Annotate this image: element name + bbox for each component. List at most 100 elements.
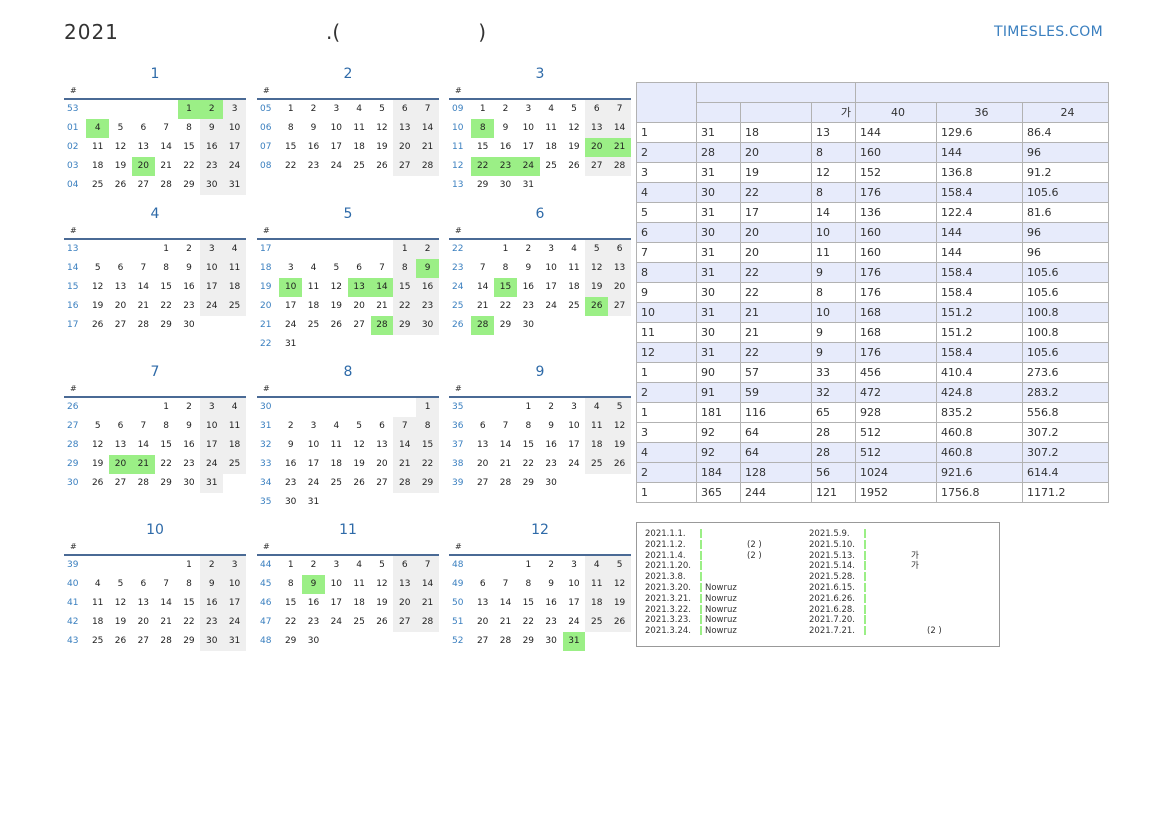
- page-title-year: 2021: [64, 20, 119, 44]
- table-row: 1 181 116 65 928 835.2 556.8: [636, 402, 1109, 423]
- table-row: 3 92 64 28 512 460.8 307.2: [636, 422, 1109, 443]
- table-cell: 6: [636, 222, 697, 243]
- holiday-date: 2021.7.20.: [809, 615, 855, 626]
- table-cell: 33: [811, 362, 856, 383]
- holiday-marker: [700, 572, 702, 582]
- day-cell: 22: [284, 617, 297, 627]
- day-cell: 7: [163, 579, 169, 589]
- day-cell: 23: [200, 157, 224, 176]
- table-row: 11 30 21 9 168 151.2 100.8: [636, 322, 1109, 343]
- day-cell: 9: [310, 123, 317, 133]
- holiday-date: 2021.6.26.: [809, 593, 855, 604]
- table-cell: 1: [636, 482, 697, 503]
- table-cell: 81.6: [1022, 202, 1109, 223]
- week-number: 23: [452, 263, 464, 273]
- day-cell: 26: [114, 180, 127, 190]
- day-cell: 24: [330, 617, 343, 627]
- holiday-name: Nowruz: [705, 604, 737, 615]
- day-cell: 4: [94, 579, 101, 589]
- holiday-day-cell: 13: [347, 278, 371, 297]
- week-number: 47: [260, 617, 272, 627]
- day-cell: 16: [183, 282, 195, 292]
- day-cell: 30: [183, 478, 195, 488]
- table-row: 4 30 22 8 176 158.4 105.6: [636, 182, 1109, 203]
- holiday-day-cell: 26: [585, 297, 609, 316]
- holiday-list-item: 2021.3.20. Nowruz: [645, 582, 762, 594]
- week-number: 46: [260, 598, 272, 608]
- week-row: 47 22 23 24 25 26 27 28: [257, 613, 439, 632]
- empty-day-cell: [494, 556, 517, 575]
- day-cell: 1: [416, 398, 439, 417]
- day-cell: 23: [545, 459, 557, 469]
- holiday-name: 가: [911, 550, 919, 561]
- holiday-list-item: 2021.5.13. 가: [809, 550, 942, 562]
- empty-day-cell: [471, 556, 494, 575]
- day-cell: 27: [114, 320, 127, 330]
- holiday-marker: [864, 561, 866, 571]
- empty-day-cell: [86, 100, 109, 119]
- day-cell: 15: [284, 142, 297, 152]
- day-cell: 17: [522, 142, 535, 152]
- week-row: 32 9 10 11 12 13 14 15: [257, 436, 439, 455]
- empty-day-cell: [279, 398, 302, 417]
- day-cell: 8: [393, 259, 417, 278]
- day-cell: 9: [548, 421, 554, 431]
- day-cell: 1: [502, 244, 509, 254]
- holiday-list-item: 2021.7.21. (2 ): [809, 626, 942, 637]
- week-row: 14 5 6 7 8 9 10 11: [64, 259, 246, 278]
- empty-day-cell: [325, 335, 348, 354]
- week-number: 02: [67, 142, 79, 152]
- day-cell: 28: [160, 636, 172, 646]
- day-cell: 12: [114, 142, 127, 152]
- table-cell: 176: [855, 182, 937, 203]
- holiday-list-item: 2021.3.23. Nowruz: [645, 615, 762, 626]
- day-cell: 15: [416, 436, 439, 455]
- day-cell: 29: [183, 636, 195, 646]
- table-cell: 3: [636, 422, 697, 443]
- empty-day-cell: [393, 632, 416, 651]
- table-cell: 160: [855, 222, 937, 243]
- day-cell: 17: [307, 459, 320, 469]
- week-number-header: #: [64, 382, 246, 398]
- table-cell: 307.2: [1022, 422, 1109, 443]
- table-cell: 9: [811, 262, 856, 283]
- table-row: 9 30 22 8 176 158.4 105.6: [636, 282, 1109, 303]
- week-number: 06: [260, 123, 272, 133]
- day-cell: 17: [200, 278, 224, 297]
- day-cell: 25: [307, 320, 320, 330]
- week-row: 48 29 30: [257, 632, 439, 651]
- week-row: 05 1 2 3 4 5 6 7: [257, 100, 439, 119]
- day-cell: 22: [393, 297, 417, 316]
- day-cell: 19: [376, 142, 388, 152]
- week-number-header: #: [64, 84, 246, 100]
- day-cell: 20: [476, 617, 489, 627]
- week-number: 30: [67, 478, 79, 488]
- empty-day-cell: [155, 556, 178, 575]
- table-cell: 10: [811, 222, 856, 243]
- day-cell: 26: [330, 320, 343, 330]
- day-cell: 23: [416, 297, 439, 316]
- week-row: 53 1 2 3: [64, 100, 246, 119]
- table-cell: 100.8: [1022, 302, 1109, 323]
- table-row: 4 92 64 28 512 460.8 307.2: [636, 442, 1109, 463]
- day-cell: 27: [114, 478, 127, 488]
- table-cell: 91.2: [1022, 162, 1109, 183]
- day-cell: 9: [502, 123, 509, 133]
- day-cell: 28: [499, 478, 512, 488]
- day-cell: 6: [356, 263, 362, 273]
- day-cell: 27: [476, 478, 489, 488]
- day-cell: 25: [568, 301, 580, 311]
- table-cell: 2: [636, 462, 697, 483]
- day-cell: 9: [287, 440, 294, 450]
- day-cell: 29: [160, 320, 172, 330]
- table-cell: 158.4: [936, 262, 1023, 283]
- site-link[interactable]: TIMESLES.COM: [994, 24, 1103, 40]
- week-row: 15 12 13 14 15 16 17 18: [64, 278, 246, 297]
- empty-day-cell: [371, 398, 394, 417]
- table-cell: 91: [696, 382, 741, 403]
- day-cell: 20: [137, 617, 150, 627]
- day-cell: 19: [568, 142, 580, 152]
- week-number-header: #: [449, 382, 631, 398]
- empty-day-cell: [302, 240, 325, 259]
- day-cell: 3: [333, 560, 340, 570]
